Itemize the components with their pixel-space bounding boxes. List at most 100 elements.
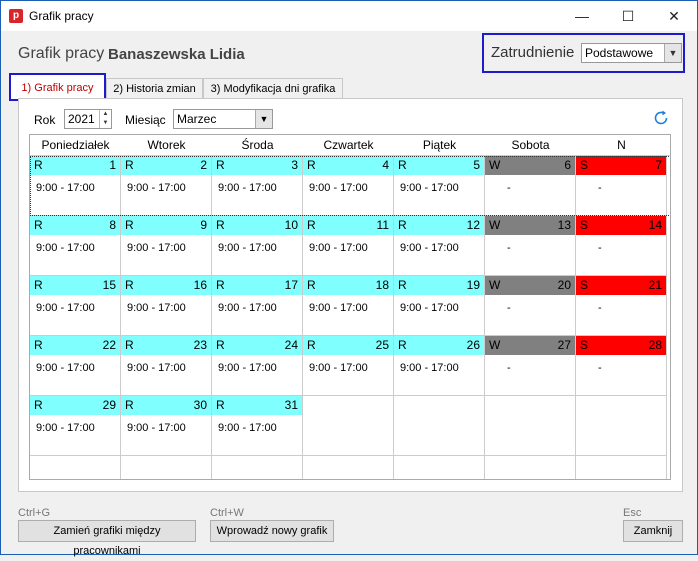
- day-number: 5: [473, 158, 480, 172]
- schedule-grid: Poniedziałek Wtorek Środa Czwartek Piątek Sob…: [29, 134, 671, 480]
- empty-cell: [303, 396, 394, 456]
- title-bar: p Grafik pracy — ☐ ✕: [1, 1, 697, 31]
- day-cell[interactable]: S 21 -: [576, 276, 667, 336]
- day-number: 4: [382, 158, 389, 172]
- new-schedule-button[interactable]: Wprowadź nowy grafik: [210, 520, 334, 542]
- close-button[interactable]: Zamknij: [623, 520, 683, 542]
- day-number: 8: [109, 218, 116, 232]
- day-cell[interactable]: W 20 -: [485, 276, 576, 336]
- day-type-bar: R 11: [303, 216, 393, 235]
- day-type-code: R: [307, 278, 316, 292]
- day-cell[interactable]: R 11 9:00 - 17:00: [303, 216, 394, 276]
- work-hours: 9:00 - 17:00: [218, 182, 277, 194]
- employment-select[interactable]: Podstawowe ▼: [581, 43, 682, 63]
- day-number: 26: [466, 338, 480, 352]
- day-cell[interactable]: W 13 -: [485, 216, 576, 276]
- work-hours: 9:00 - 17:00: [400, 242, 459, 254]
- day-cell[interactable]: R 22 9:00 - 17:00: [30, 336, 121, 396]
- day-type-code: R: [216, 218, 225, 232]
- maximize-button[interactable]: ☐: [621, 8, 635, 24]
- day-cell[interactable]: S 14 -: [576, 216, 667, 276]
- day-number: 27: [557, 338, 571, 352]
- day-cell[interactable]: S 28 -: [576, 336, 667, 396]
- day-type-code: R: [34, 278, 43, 292]
- day-cell[interactable]: R 2 9:00 - 17:00: [121, 156, 212, 216]
- day-number: 1: [109, 158, 116, 172]
- day-cell[interactable]: R 31 9:00 - 17:00: [212, 396, 303, 456]
- tab-modyfikacja-dni[interactable]: 3) Modyfikacja dni grafika: [203, 78, 343, 98]
- day-cell[interactable]: R 24 9:00 - 17:00: [212, 336, 303, 396]
- day-cell[interactable]: R 25 9:00 - 17:00: [303, 336, 394, 396]
- day-cell[interactable]: R 1 9:00 - 17:00: [30, 156, 121, 216]
- employment-label: Zatrudnienie: [491, 44, 575, 61]
- work-hours: -: [598, 362, 602, 374]
- day-cell[interactable]: R 26 9:00 - 17:00: [394, 336, 485, 396]
- day-type-code: R: [125, 398, 134, 412]
- day-type-bar: W 27: [485, 336, 575, 355]
- day-cell[interactable]: R 19 9:00 - 17:00: [394, 276, 485, 336]
- day-cell[interactable]: R 8 9:00 - 17:00: [30, 216, 121, 276]
- day-number: 16: [193, 278, 207, 292]
- swap-schedules-button[interactable]: Zamień grafiki między pracownikami: [18, 520, 196, 557]
- work-hours: -: [507, 182, 511, 194]
- work-hours: 9:00 - 17:00: [127, 302, 186, 314]
- day-cell[interactable]: R 12 9:00 - 17:00: [394, 216, 485, 276]
- day-type-code: R: [216, 158, 225, 172]
- chevron-down-icon: ▼: [255, 110, 272, 128]
- day-cell[interactable]: R 29 9:00 - 17:00: [30, 396, 121, 456]
- close-window-button[interactable]: ✕: [668, 8, 680, 24]
- tab-historia-zmian[interactable]: 2) Historia zmian: [106, 78, 203, 98]
- day-number: 30: [193, 398, 207, 412]
- weekday-header: Środa: [241, 138, 274, 152]
- day-cell[interactable]: R 5 9:00 - 17:00: [394, 156, 485, 216]
- day-cell[interactable]: W 27 -: [485, 336, 576, 396]
- day-type-code: S: [580, 338, 589, 352]
- day-cell[interactable]: R 18 9:00 - 17:00: [303, 276, 394, 336]
- day-type-bar: R 16: [121, 276, 211, 295]
- work-hours: 9:00 - 17:00: [36, 242, 95, 254]
- day-type-code: R: [398, 218, 407, 232]
- work-hours: -: [598, 242, 602, 254]
- day-type-bar: R 18: [303, 276, 393, 295]
- month-select[interactable]: Marzec ▼: [173, 109, 273, 129]
- day-number: 29: [102, 398, 116, 412]
- day-type-code: R: [34, 398, 43, 412]
- day-type-bar: R 19: [394, 276, 484, 295]
- empty-cell: [576, 396, 667, 456]
- day-cell[interactable]: R 3 9:00 - 17:00: [212, 156, 303, 216]
- day-cell[interactable]: R 15 9:00 - 17:00: [30, 276, 121, 336]
- weekday-header: N: [617, 138, 626, 152]
- tab-grafik-pracy[interactable]: 1) Grafik pracy: [9, 73, 106, 101]
- day-cell[interactable]: R 23 9:00 - 17:00: [121, 336, 212, 396]
- day-cell[interactable]: R 16 9:00 - 17:00: [121, 276, 212, 336]
- empty-cell: [485, 396, 576, 456]
- day-cell[interactable]: R 9 9:00 - 17:00: [121, 216, 212, 276]
- day-number: 7: [655, 158, 662, 172]
- day-type-bar: R 17: [212, 276, 302, 295]
- day-type-code: R: [125, 218, 134, 232]
- header-divider: [30, 155, 670, 156]
- day-number: 17: [284, 278, 298, 292]
- day-cell[interactable]: R 4 9:00 - 17:00: [303, 156, 394, 216]
- work-hours: 9:00 - 17:00: [127, 422, 186, 434]
- day-cell[interactable]: R 10 9:00 - 17:00: [212, 216, 303, 276]
- weekday-header: Piątek: [422, 138, 457, 152]
- day-type-code: R: [398, 338, 407, 352]
- work-hours: -: [598, 302, 602, 314]
- day-number: 22: [102, 338, 116, 352]
- minimize-button[interactable]: —: [575, 8, 589, 24]
- work-hours: 9:00 - 17:00: [218, 422, 277, 434]
- day-cell[interactable]: R 30 9:00 - 17:00: [121, 396, 212, 456]
- work-hours: -: [507, 362, 511, 374]
- work-hours: -: [598, 182, 602, 194]
- day-cell[interactable]: R 17 9:00 - 17:00: [212, 276, 303, 336]
- work-hours: 9:00 - 17:00: [309, 182, 368, 194]
- year-spinner[interactable]: 2021 ▲ ▼: [64, 109, 112, 129]
- spinner-arrows-icon[interactable]: ▲ ▼: [99, 110, 111, 128]
- refresh-icon[interactable]: [652, 109, 670, 127]
- day-type-bar: R 24: [212, 336, 302, 355]
